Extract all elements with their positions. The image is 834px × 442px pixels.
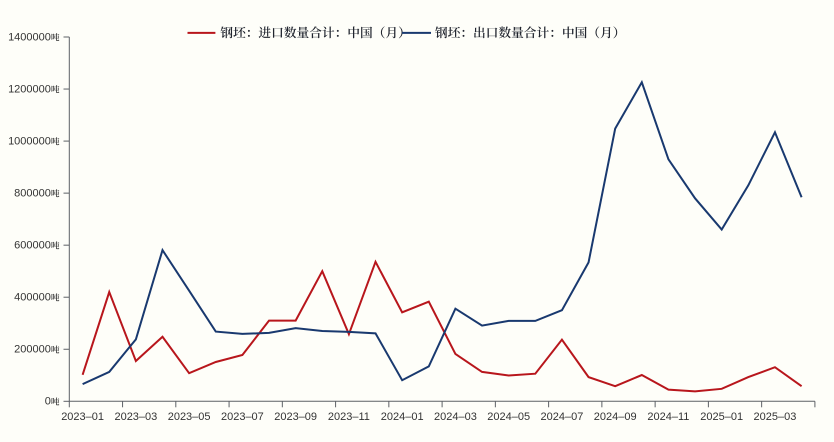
svg-text:2024–01: 2024–01 (381, 411, 424, 423)
svg-text:2024–11: 2024–11 (647, 411, 689, 423)
svg-text:2025–03: 2025–03 (754, 411, 797, 423)
svg-text:2023–11: 2023–11 (328, 411, 370, 423)
svg-text:2023–01: 2023–01 (61, 411, 104, 423)
svg-text:2024–09: 2024–09 (594, 411, 637, 423)
svg-text:2023–07: 2023–07 (221, 411, 264, 423)
svg-text:2024–05: 2024–05 (487, 411, 530, 423)
svg-text:2023–05: 2023–05 (168, 411, 211, 423)
svg-text:2025–01: 2025–01 (700, 411, 743, 423)
svg-text:2024–07: 2024–07 (541, 411, 584, 423)
svg-text:2024–03: 2024–03 (434, 411, 477, 423)
svg-text:600000: 600000 (14, 240, 51, 252)
svg-text:0: 0 (45, 396, 51, 408)
svg-text:800000: 800000 (14, 188, 51, 200)
svg-text:200000: 200000 (14, 344, 51, 356)
svg-text:2023–03: 2023–03 (114, 411, 157, 423)
svg-text:2023–09: 2023–09 (274, 411, 317, 423)
svg-text:1200000: 1200000 (8, 83, 51, 95)
svg-text:1400000: 1400000 (8, 31, 51, 43)
svg-text:1000000: 1000000 (8, 136, 51, 148)
svg-text:400000: 400000 (14, 292, 51, 304)
